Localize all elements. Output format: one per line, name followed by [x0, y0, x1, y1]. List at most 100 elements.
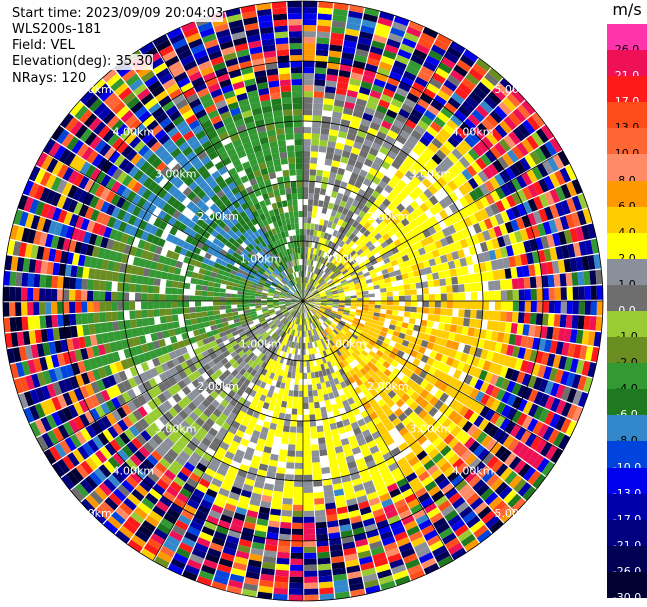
velocity-gate	[147, 309, 154, 318]
velocity-gate	[510, 267, 518, 279]
velocity-gate	[292, 504, 303, 511]
velocity-gate	[561, 402, 572, 417]
velocity-gate	[470, 282, 477, 292]
velocity-gate	[197, 273, 205, 280]
velocity-gate	[69, 277, 77, 290]
velocity-gate	[485, 239, 494, 251]
velocity-gate	[404, 223, 414, 232]
velocity-gate	[339, 213, 347, 221]
velocity-gate	[497, 353, 506, 366]
velocity-gate	[356, 271, 364, 277]
velocity-gate	[457, 317, 465, 326]
velocity-gate	[464, 193, 475, 205]
velocity-gate	[459, 156, 471, 169]
velocity-gate	[213, 305, 220, 311]
velocity-gate	[504, 221, 514, 234]
velocity-gate	[390, 335, 399, 343]
velocity-gate	[15, 287, 22, 301]
velocity-gate	[329, 263, 335, 270]
velocity-gate	[450, 164, 461, 176]
velocity-gate	[396, 389, 406, 399]
velocity-gate	[410, 391, 420, 401]
velocity-gate	[350, 72, 363, 81]
velocity-gate	[341, 258, 348, 265]
velocity-gate	[346, 196, 355, 205]
velocity-gate	[342, 286, 350, 290]
velocity-gate	[130, 319, 138, 329]
velocity-gate	[584, 239, 594, 255]
velocity-gate	[398, 108, 411, 119]
velocity-gate	[484, 372, 494, 384]
velocity-gate	[401, 160, 412, 170]
velocity-gate	[581, 255, 590, 271]
velocity-gate	[335, 260, 341, 267]
velocity-gate	[423, 109, 437, 121]
velocity-gate	[484, 205, 495, 218]
velocity-gate	[291, 414, 297, 421]
velocity-gate	[297, 354, 301, 361]
velocity-gate	[511, 312, 519, 323]
velocity-gate	[363, 138, 374, 148]
velocity-gate	[344, 298, 351, 301]
velocity-gate	[292, 510, 303, 517]
velocity-gate	[172, 274, 180, 282]
velocity-gate	[303, 438, 311, 445]
velocity-gate	[500, 343, 509, 355]
velocity-gate	[518, 289, 525, 301]
velocity-gate	[383, 245, 392, 253]
velocity-gate	[340, 156, 349, 164]
velocity-gate	[542, 160, 554, 175]
velocity-gate	[360, 280, 367, 286]
velocity-gate	[384, 155, 394, 165]
velocity-gate	[514, 230, 523, 243]
velocity-gate	[165, 315, 173, 323]
velocity-gate	[325, 152, 334, 160]
velocity-gate	[333, 217, 340, 225]
velocity-gate	[290, 420, 297, 427]
velocity-gate	[420, 65, 434, 77]
velocity-gate	[296, 438, 303, 445]
velocity-gate	[332, 14, 347, 23]
velocity-gate	[318, 394, 325, 402]
velocity-gate	[508, 456, 522, 470]
velocity-gate	[475, 157, 487, 170]
velocity-gate	[183, 307, 190, 314]
velocity-gate	[326, 297, 333, 300]
velocity-gate	[488, 67, 503, 82]
velocity-gate	[410, 289, 417, 295]
velocity-gate	[514, 160, 526, 175]
velocity-gate	[308, 303, 314, 307]
velocity-gate	[296, 426, 303, 433]
velocity-gate	[577, 391, 589, 408]
velocity-gate	[378, 180, 388, 189]
velocity-gate	[565, 372, 576, 387]
velocity-gate	[303, 43, 316, 50]
velocity-gate	[356, 294, 363, 298]
velocity-gate	[9, 317, 17, 332]
velocity-gate	[358, 210, 367, 219]
velocity-gate	[458, 301, 465, 309]
velocity-gate	[399, 43, 415, 54]
velocity-gate	[219, 301, 226, 306]
velocity-gate	[305, 290, 309, 296]
velocity-gate	[448, 332, 456, 341]
velocity-gate	[237, 307, 244, 312]
velocity-gate	[334, 198, 342, 206]
velocity-gate	[469, 400, 480, 412]
velocity-gate	[430, 99, 444, 112]
velocity-gate	[483, 421, 495, 435]
velocity-gate	[289, 570, 303, 577]
velocity-gate	[315, 61, 328, 69]
velocity-gate	[450, 114, 463, 127]
velocity-gate	[303, 7, 318, 14]
velocity-gate	[533, 391, 544, 405]
velocity-gate	[352, 276, 359, 282]
velocity-gate	[426, 341, 435, 350]
velocity-gate	[243, 301, 250, 305]
velocity-gate	[346, 183, 354, 192]
velocity-gate	[368, 293, 375, 298]
velocity-gate	[368, 147, 379, 157]
velocity-gate	[370, 273, 378, 279]
velocity-gate	[305, 289, 308, 296]
velocity-gate	[541, 275, 549, 288]
